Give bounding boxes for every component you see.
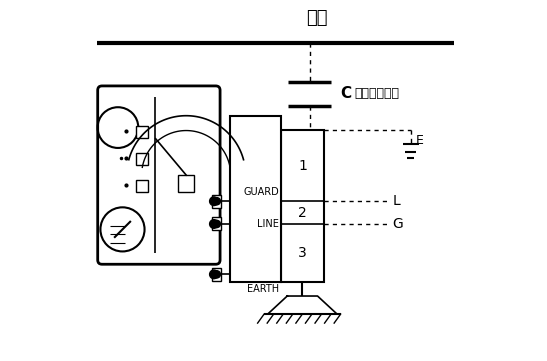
Text: L: L [393, 194, 400, 208]
Circle shape [210, 270, 218, 279]
Circle shape [210, 197, 218, 205]
Bar [281, 130, 324, 282]
Bar [230, 116, 281, 282]
Text: 线路: 线路 [306, 9, 328, 27]
Text: EARTH: EARTH [247, 284, 279, 294]
Bar [212, 268, 221, 281]
Text: GUARD: GUARD [243, 187, 279, 197]
Circle shape [213, 220, 220, 227]
Circle shape [213, 271, 220, 278]
Text: G: G [393, 217, 403, 231]
Circle shape [213, 197, 220, 205]
Text: LINE: LINE [257, 219, 279, 229]
Bar [212, 217, 221, 230]
FancyBboxPatch shape [98, 86, 220, 264]
Text: E: E [416, 134, 424, 147]
Text: C: C [340, 86, 351, 101]
Bar [178, 175, 194, 192]
Bar [212, 195, 221, 208]
Bar [136, 153, 148, 165]
Bar [136, 126, 148, 138]
Text: 1: 1 [298, 158, 307, 173]
Text: 3: 3 [298, 246, 307, 260]
Bar [136, 180, 148, 192]
Text: 空间分布电容: 空间分布电容 [354, 87, 400, 100]
Circle shape [210, 219, 218, 228]
Text: 2: 2 [298, 206, 307, 219]
